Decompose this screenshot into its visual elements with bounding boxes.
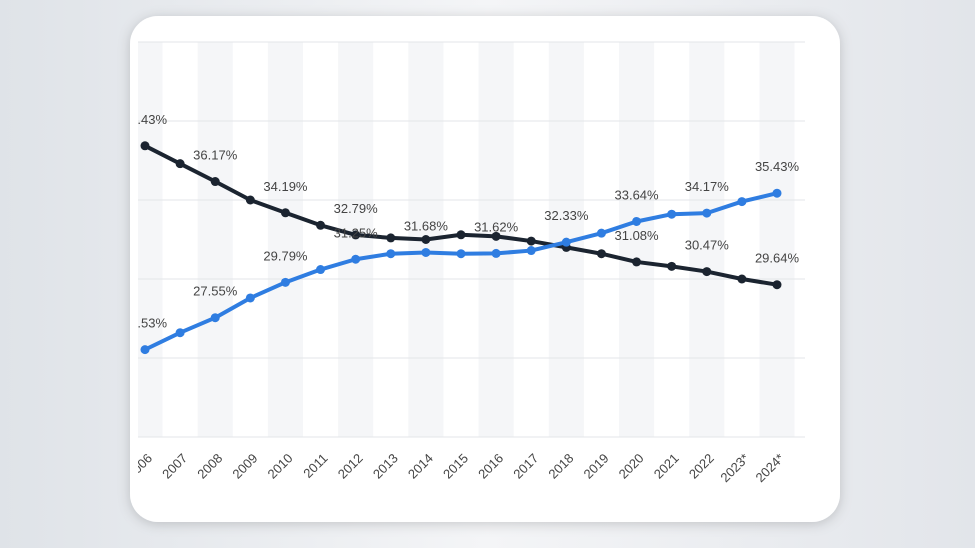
column-stripe — [619, 42, 655, 437]
column-stripe — [689, 42, 725, 437]
data-label: 34.17% — [685, 179, 730, 194]
data-point — [526, 236, 536, 246]
column-stripe — [338, 42, 374, 437]
data-point — [667, 261, 677, 271]
data-label: 35.43% — [755, 159, 800, 174]
data-point — [632, 257, 642, 267]
data-label: 27.55% — [193, 284, 238, 299]
data-point — [245, 195, 255, 205]
data-point — [737, 274, 747, 284]
data-label: 30.47% — [685, 238, 730, 253]
column-stripe — [759, 42, 795, 437]
data-point — [667, 209, 677, 219]
data-point — [210, 313, 220, 323]
data-point — [140, 345, 150, 355]
data-label: 33.64% — [615, 187, 660, 202]
data-label: 31.25% — [334, 225, 379, 240]
data-point — [596, 228, 606, 238]
data-label: 32.33% — [544, 208, 589, 223]
data-label: 29.64% — [755, 251, 800, 266]
data-label: 38.43% — [123, 112, 168, 127]
data-point — [702, 208, 712, 218]
data-point — [351, 230, 361, 240]
data-label: 36.17% — [193, 148, 238, 163]
data-point — [386, 233, 396, 243]
data-point — [456, 249, 466, 259]
data-label: 34.19% — [263, 179, 308, 194]
column-stripe — [138, 42, 163, 437]
data-point — [632, 216, 642, 226]
data-point — [772, 280, 782, 290]
data-point — [280, 277, 290, 287]
data-label: 25.53% — [123, 316, 168, 331]
data-label: 31.68% — [404, 218, 449, 233]
data-point — [561, 237, 571, 247]
data-point — [386, 249, 396, 259]
data-point — [596, 249, 606, 259]
data-label: 31.62% — [474, 219, 519, 234]
data-point — [280, 208, 290, 218]
data-point — [316, 220, 326, 230]
data-point — [421, 235, 431, 244]
data-point — [772, 188, 782, 198]
plot: 2006 2007 2008 2009 2010 2011 2012 2013 2014 2015… — [123, 41, 805, 485]
data-point — [210, 177, 220, 187]
data-label: 29.79% — [263, 248, 308, 263]
data-point — [702, 267, 712, 277]
data-point — [316, 265, 326, 275]
column-stripe — [267, 42, 303, 437]
data-point — [421, 247, 431, 257]
data-point — [175, 159, 185, 169]
data-point — [245, 293, 255, 303]
data-point — [737, 197, 747, 207]
data-point — [526, 246, 536, 256]
data-point — [491, 248, 501, 258]
data-point — [140, 141, 150, 151]
data-label: 31.08% — [615, 228, 660, 243]
data-point — [456, 230, 466, 240]
data-point — [491, 231, 501, 241]
data-point — [351, 254, 361, 264]
column-stripe — [197, 42, 233, 437]
data-point — [175, 328, 185, 338]
data-label: 32.79% — [334, 201, 379, 216]
